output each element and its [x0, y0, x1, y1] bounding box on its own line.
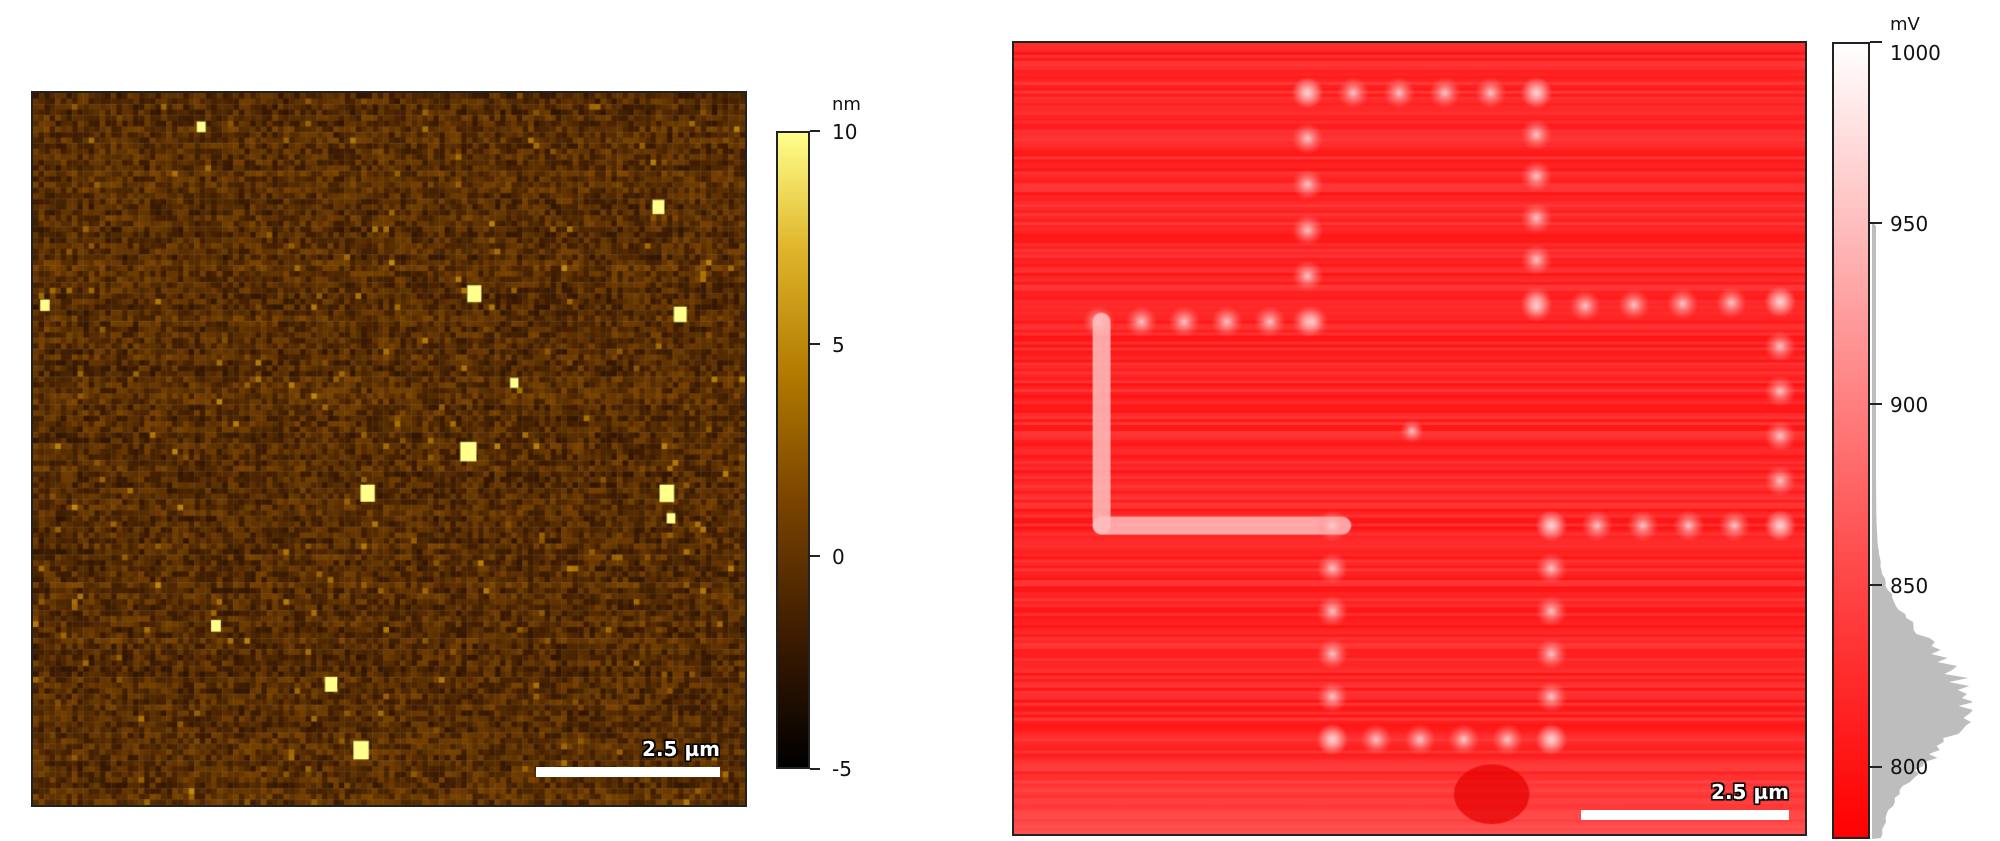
- potential-tick-label-800: 800: [1890, 755, 1929, 779]
- height-tick-label-10: 10: [832, 120, 858, 144]
- potential-tick-label-850: 850: [1890, 574, 1929, 598]
- surface-potential-map: 2.5 µm: [1012, 41, 1807, 836]
- potential-tick-mark: [1870, 403, 1882, 406]
- topography-map: 2.5 µm: [31, 91, 747, 807]
- topography-scale-bar: 2.5 µm: [536, 725, 720, 777]
- potential-tick-mark: [1870, 41, 1882, 43]
- potential-scale-bar-label: 2.5 µm: [1711, 780, 1789, 804]
- potential-colorbar-unit: mV: [1890, 14, 1920, 35]
- potential-scale-bar-line: [1581, 810, 1789, 820]
- potential-scale-bar: 2.5 µm: [1581, 768, 1789, 820]
- potential-tick-label-950: 950: [1890, 212, 1929, 236]
- height-tick-mark: [810, 555, 820, 558]
- height-tick-mark: [810, 768, 820, 770]
- potential-colorbar: [1832, 42, 1870, 839]
- surface-potential-image: [1014, 43, 1805, 834]
- height-tick-mark: [810, 342, 820, 345]
- potential-tick-mark: [1870, 584, 1882, 587]
- potential-histogram-area: [1872, 42, 1972, 839]
- height-tick-mark: [810, 130, 820, 132]
- height-tick-label-minus5: -5: [832, 757, 852, 781]
- potential-tick-label-900: 900: [1890, 393, 1929, 417]
- potential-tick-mark: [1870, 765, 1882, 768]
- topography-scale-bar-line: [536, 767, 720, 777]
- topography-scale-bar-label: 2.5 µm: [642, 737, 720, 761]
- potential-tick-label-1000: 1000: [1890, 41, 1941, 65]
- topography-image: [33, 93, 745, 805]
- height-colorbar: [776, 131, 810, 769]
- potential-tick-mark: [1870, 222, 1882, 225]
- height-colorbar-unit: nm: [832, 94, 861, 115]
- height-tick-label-0: 0: [832, 545, 845, 569]
- height-tick-label-5: 5: [832, 333, 845, 357]
- potential-histogram: [1872, 42, 1972, 839]
